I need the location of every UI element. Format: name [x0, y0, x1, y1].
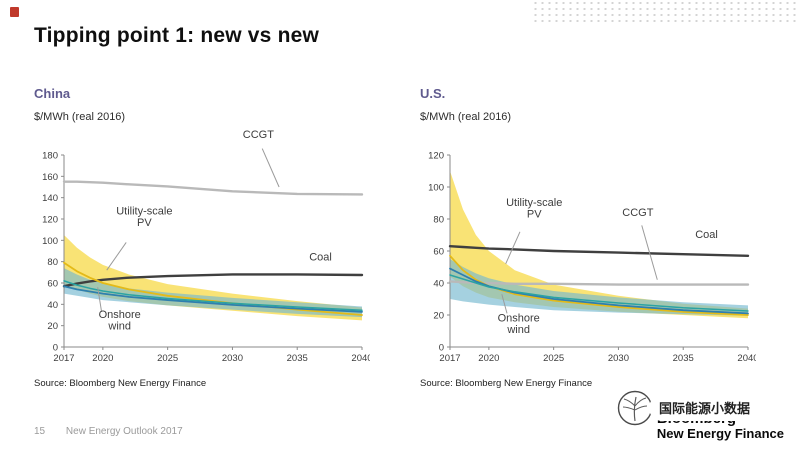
x-tick-label: 2030	[608, 353, 629, 364]
source-note: Source: Bloomberg New Energy Finance	[420, 378, 593, 389]
x-tick-label: 2017	[439, 353, 460, 364]
annotation-label: Utility-scale PV	[506, 197, 562, 221]
watermark-text: 国际能源小数据	[648, 395, 760, 421]
annotation-leader	[641, 225, 658, 280]
y-axis-unit-label: $/MWh (real 2016)	[420, 111, 512, 123]
x-tick-label: 2025	[157, 353, 178, 364]
annotation-leader	[97, 287, 103, 312]
series-onshore-wind-mid	[449, 274, 749, 312]
y-tick-label: 120	[42, 215, 58, 226]
series-onshore-wind-mid	[63, 280, 363, 311]
chart-title-us: U.S.	[420, 86, 446, 101]
chart-panel-china: China $/MWh (real 2016) 0 20 40 60 80 100 120 1…	[34, 86, 374, 389]
y-tick-label: 40	[47, 300, 58, 311]
chart-panel-us: U.S. $/MWh (real 2016) 0 20 40 60 80 100 120 20…	[420, 86, 760, 389]
annotation-leader	[106, 242, 127, 271]
wechat-watermark: 国际能源小数据	[615, 388, 760, 428]
y-tick-label: 0	[53, 343, 58, 354]
series-utility-scale-pv	[449, 254, 749, 316]
footer: 15 New Energy Outlook 2017	[34, 426, 183, 437]
y-tick-label: 20	[47, 321, 58, 332]
annotation-label: CCGT	[243, 129, 274, 141]
y-tick-label: 20	[433, 311, 444, 322]
halftone-dots-pattern	[532, 0, 800, 24]
annotation-label: Onshore wind	[99, 309, 141, 333]
y-tick-label: 180	[42, 151, 58, 162]
annotation-label: Utility-scale PV	[116, 206, 172, 230]
x-tick-label: 2017	[53, 353, 74, 364]
band-utility-scale-pv-range	[450, 171, 748, 319]
y-tick-label: 140	[42, 193, 58, 204]
series-ccgt	[62, 180, 364, 196]
annotation-label: Coal	[695, 229, 718, 241]
band-onshore-wind-range	[64, 268, 362, 318]
y-tick-label: 120	[428, 151, 444, 162]
annotation-leader	[505, 231, 521, 265]
series-onshore-wind	[449, 267, 749, 315]
annotation-leader	[501, 294, 508, 314]
chart-title-china: China	[34, 86, 71, 101]
band-onshore-wind-range	[450, 259, 748, 316]
y-tick-label: 100	[42, 236, 58, 247]
y-tick-label: 100	[428, 183, 444, 194]
x-tick-label: 2020	[92, 353, 113, 364]
x-tick-label: 2025	[543, 353, 564, 364]
y-tick-label: 60	[47, 279, 58, 290]
source-note: Source: Bloomberg New Energy Finance	[34, 378, 207, 389]
page-number: 15	[34, 426, 46, 437]
x-tick-label: 2040	[737, 353, 756, 364]
y-tick-label: 60	[433, 247, 444, 258]
series-coal	[448, 244, 750, 258]
y-tick-label: 160	[42, 172, 58, 183]
y-tick-label: 0	[439, 343, 444, 354]
charts-row: China $/MWh (real 2016) 0 20 40 60 80 100 120 1…	[34, 86, 760, 389]
y-tick-label: 80	[47, 257, 58, 268]
x-tick-label: 2035	[287, 353, 308, 364]
x-tick-label: 2030	[222, 353, 243, 364]
x-tick-label: 2035	[673, 353, 694, 364]
deck-title: New Energy Outlook 2017	[65, 426, 183, 437]
annotation-label: Onshore wind	[498, 312, 540, 336]
annotation-leader	[261, 148, 280, 188]
series-ccgt	[448, 280, 750, 286]
y-axis-unit-label: $/MWh (real 2016)	[34, 111, 126, 123]
y-tick-label: 80	[433, 215, 444, 226]
page-title: Tipping point 1: new vs new	[34, 24, 320, 47]
annotation-label: Coal	[309, 252, 332, 264]
series-onshore-wind	[63, 285, 363, 313]
annotation-label: CCGT	[622, 207, 653, 219]
x-tick-label: 2040	[351, 353, 370, 364]
series-coal	[62, 273, 364, 288]
logo-line2: New Energy Finance	[656, 426, 784, 442]
y-tick-label: 40	[433, 279, 444, 290]
corner-mark	[10, 7, 19, 17]
x-tick-label: 2020	[478, 353, 499, 364]
